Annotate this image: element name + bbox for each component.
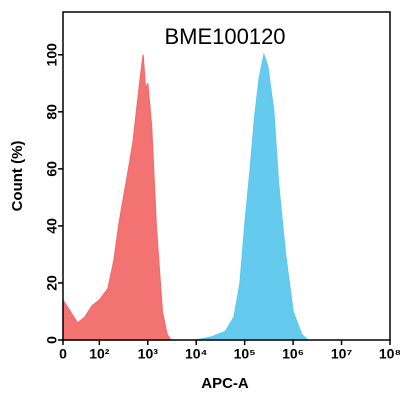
x-tick-label: 10⁶ bbox=[282, 346, 304, 362]
x-tick-label: 10⁷ bbox=[331, 346, 353, 362]
plot-frame bbox=[62, 11, 391, 341]
y-tick-label: 0 bbox=[44, 336, 60, 344]
x-tick-label: 0 bbox=[59, 346, 67, 362]
y-tick-label: 40 bbox=[44, 218, 60, 234]
x-tick-label: 10² bbox=[89, 346, 110, 362]
y-tick-label: 80 bbox=[44, 104, 60, 120]
x-tick-label: 10⁸ bbox=[379, 346, 400, 362]
x-axis-label: APC-A bbox=[201, 375, 249, 392]
y-axis-label: Count (%) bbox=[9, 141, 26, 212]
histogram-area bbox=[196, 52, 310, 341]
y-tick-label: 20 bbox=[44, 275, 60, 291]
y-tick-label: 60 bbox=[44, 161, 60, 177]
histogram-area bbox=[62, 54, 173, 341]
x-tick-label: 10⁴ bbox=[185, 346, 208, 362]
x-tick-label: 10³ bbox=[138, 346, 159, 362]
chart-title: BME100120 bbox=[164, 24, 285, 49]
x-tick-label: 10⁵ bbox=[234, 346, 256, 362]
y-tick-label: 100 bbox=[44, 43, 60, 67]
